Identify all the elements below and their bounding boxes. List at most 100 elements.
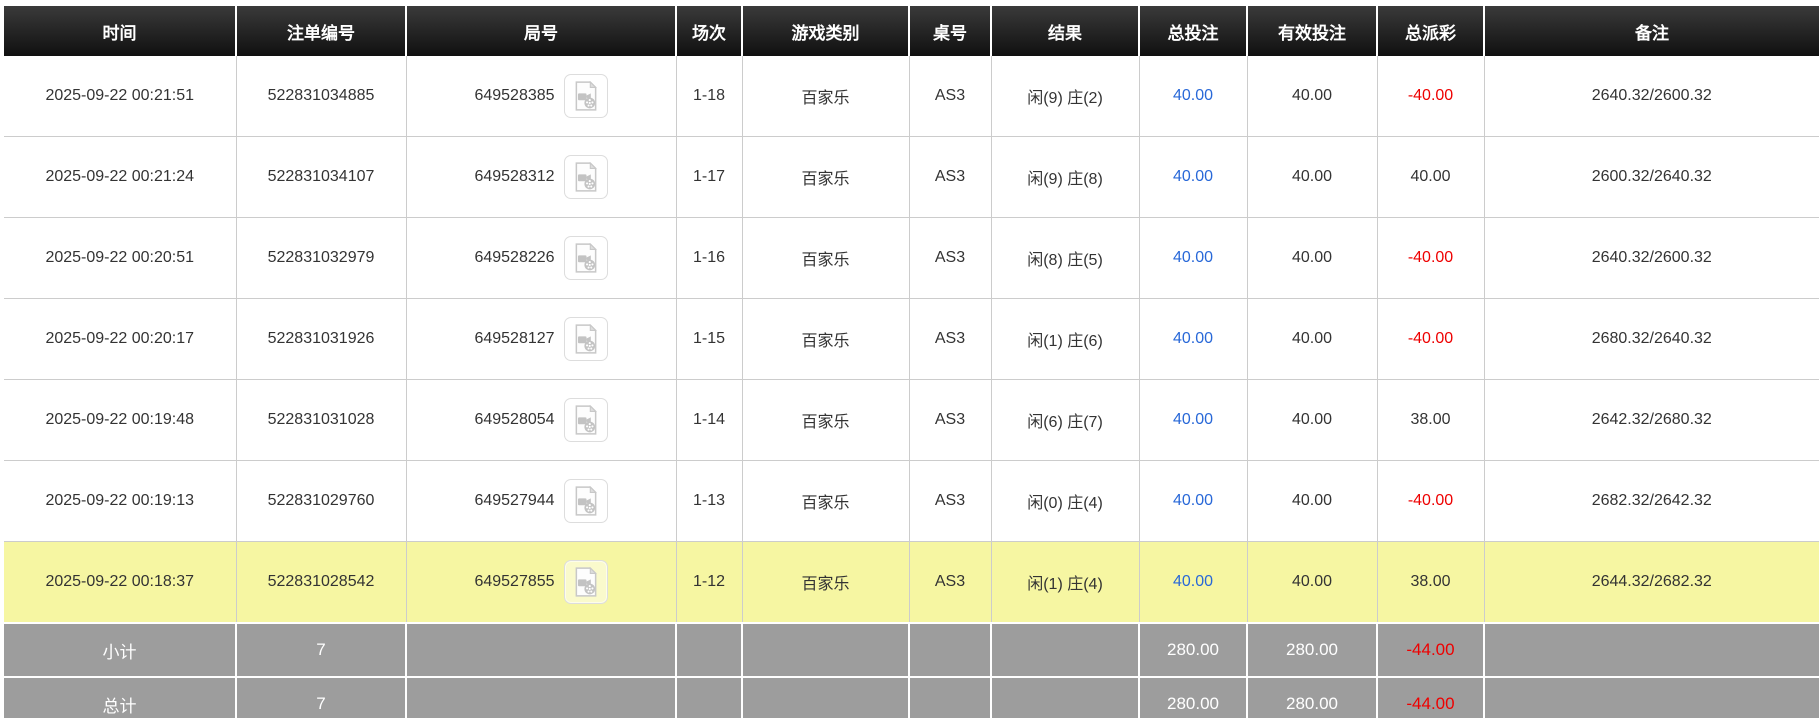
cell-remark: 2640.32/2600.32 bbox=[1484, 217, 1819, 299]
cell-remark: 2682.32/2642.32 bbox=[1484, 460, 1819, 542]
table-row[interactable]: 2025-09-22 00:20:17 522831031926 6495281… bbox=[4, 298, 1819, 380]
video-replay-button[interactable] bbox=[563, 398, 608, 442]
cell-total-bet: 40.00 bbox=[1139, 460, 1248, 542]
cell-result: 闲(1) 庄(6) bbox=[991, 298, 1140, 380]
col-header-game-type: 游戏类别 bbox=[742, 6, 910, 56]
cell-round-number: 649528312 bbox=[406, 136, 677, 218]
grand-total-empty-game-type bbox=[742, 676, 910, 718]
grand-total-empty-round bbox=[406, 676, 677, 718]
cell-bet-number: 522831031926 bbox=[236, 298, 407, 380]
cell-payout: 38.00 bbox=[1377, 541, 1485, 624]
grand-total-valid-bet: 280.00 bbox=[1247, 676, 1378, 718]
col-header-bet-number: 注单编号 bbox=[236, 6, 407, 56]
cell-remark: 2680.32/2640.32 bbox=[1484, 298, 1819, 380]
cell-total-bet: 40.00 bbox=[1139, 136, 1248, 218]
subtotal-empty-round bbox=[406, 622, 677, 677]
total-bet-link[interactable]: 40.00 bbox=[1172, 573, 1214, 590]
cell-session: 1-15 bbox=[676, 298, 743, 380]
subtotal-label: 小计 bbox=[4, 622, 237, 677]
cell-result: 闲(0) 庄(4) bbox=[991, 460, 1140, 542]
cell-table-number: AS3 bbox=[909, 541, 992, 624]
total-bet-link[interactable]: 40.00 bbox=[1172, 168, 1214, 185]
cell-game-type: 百家乐 bbox=[742, 460, 910, 542]
cell-remark: 2642.32/2680.32 bbox=[1484, 379, 1819, 461]
subtotal-payout: -44.00 bbox=[1377, 622, 1485, 677]
col-header-remark: 备注 bbox=[1484, 6, 1819, 56]
cell-valid-bet: 40.00 bbox=[1247, 136, 1378, 218]
total-bet-link[interactable]: 40.00 bbox=[1172, 249, 1214, 266]
video-replay-button[interactable] bbox=[563, 479, 608, 523]
total-bet-link[interactable]: 40.00 bbox=[1172, 87, 1214, 104]
round-number-text: 649528127 bbox=[474, 330, 555, 347]
cell-valid-bet: 40.00 bbox=[1247, 298, 1378, 380]
video-replay-button[interactable] bbox=[563, 155, 608, 199]
round-number-text: 649527944 bbox=[474, 492, 555, 509]
cell-payout: 38.00 bbox=[1377, 379, 1485, 461]
cell-session: 1-13 bbox=[676, 460, 743, 542]
cell-payout: 40.00 bbox=[1377, 136, 1485, 218]
cell-table-number: AS3 bbox=[909, 298, 992, 380]
cell-valid-bet: 40.00 bbox=[1247, 56, 1378, 137]
video-file-icon bbox=[575, 243, 597, 273]
cell-total-bet: 40.00 bbox=[1139, 541, 1248, 624]
cell-bet-number: 522831034885 bbox=[236, 56, 407, 137]
table-body: 2025-09-22 00:21:51 522831034885 6495283… bbox=[4, 56, 1819, 624]
cell-remark: 2600.32/2640.32 bbox=[1484, 136, 1819, 218]
cell-payout: -40.00 bbox=[1377, 460, 1485, 542]
table-row[interactable]: 2025-09-22 00:18:37 522831028542 6495278… bbox=[4, 541, 1819, 624]
col-header-total-bet: 总投注 bbox=[1139, 6, 1248, 56]
total-bet-link[interactable]: 40.00 bbox=[1172, 492, 1214, 509]
video-replay-button[interactable] bbox=[563, 560, 608, 604]
grand-total-total-bet: 280.00 bbox=[1139, 676, 1248, 718]
cell-game-type: 百家乐 bbox=[742, 298, 910, 380]
col-header-time: 时间 bbox=[4, 6, 237, 56]
cell-valid-bet: 40.00 bbox=[1247, 541, 1378, 624]
cell-game-type: 百家乐 bbox=[742, 541, 910, 624]
table-row[interactable]: 2025-09-22 00:21:24 522831034107 6495283… bbox=[4, 136, 1819, 218]
cell-round-number: 649527944 bbox=[406, 460, 677, 542]
round-number-text: 649528226 bbox=[474, 249, 555, 266]
grand-total-row: 总计 7 280.00 280.00 -44.00 bbox=[4, 676, 1819, 718]
subtotal-empty-result bbox=[991, 622, 1140, 677]
video-file-icon bbox=[575, 486, 597, 516]
table-header: 时间 注单编号 局号 场次 游戏类别 桌号 结果 总投注 有效投注 总派彩 备注 bbox=[4, 6, 1819, 56]
video-replay-button[interactable] bbox=[563, 236, 608, 280]
table-row[interactable]: 2025-09-22 00:21:51 522831034885 6495283… bbox=[4, 56, 1819, 137]
cell-session: 1-18 bbox=[676, 56, 743, 137]
col-header-session: 场次 bbox=[676, 6, 743, 56]
cell-game-type: 百家乐 bbox=[742, 56, 910, 137]
cell-total-bet: 40.00 bbox=[1139, 298, 1248, 380]
header-row: 时间 注单编号 局号 场次 游戏类别 桌号 结果 总投注 有效投注 总派彩 备注 bbox=[4, 6, 1819, 56]
grand-total-count: 7 bbox=[236, 676, 407, 718]
cell-total-bet: 40.00 bbox=[1139, 217, 1248, 299]
round-number-text: 649527855 bbox=[474, 573, 555, 590]
grand-total-empty-remark bbox=[1484, 676, 1819, 718]
video-file-icon bbox=[575, 324, 597, 354]
cell-table-number: AS3 bbox=[909, 460, 992, 542]
cell-result: 闲(1) 庄(4) bbox=[991, 541, 1140, 624]
cell-game-type: 百家乐 bbox=[742, 379, 910, 461]
table-row[interactable]: 2025-09-22 00:20:51 522831032979 6495282… bbox=[4, 217, 1819, 299]
cell-time: 2025-09-22 00:19:13 bbox=[4, 460, 237, 542]
cell-session: 1-14 bbox=[676, 379, 743, 461]
subtotal-count: 7 bbox=[236, 622, 407, 677]
round-number-text: 649528312 bbox=[474, 168, 555, 185]
cell-total-bet: 40.00 bbox=[1139, 56, 1248, 137]
total-bet-link[interactable]: 40.00 bbox=[1172, 411, 1214, 428]
cell-payout: -40.00 bbox=[1377, 217, 1485, 299]
cell-game-type: 百家乐 bbox=[742, 136, 910, 218]
cell-result: 闲(9) 庄(8) bbox=[991, 136, 1140, 218]
cell-session: 1-17 bbox=[676, 136, 743, 218]
total-bet-link[interactable]: 40.00 bbox=[1172, 330, 1214, 347]
round-number-text: 649528054 bbox=[474, 411, 555, 428]
table-row[interactable]: 2025-09-22 00:19:13 522831029760 6495279… bbox=[4, 460, 1819, 542]
round-number-text: 649528385 bbox=[474, 87, 555, 104]
video-file-icon bbox=[575, 81, 597, 111]
video-replay-button[interactable] bbox=[563, 74, 608, 118]
video-replay-button[interactable] bbox=[563, 317, 608, 361]
cell-table-number: AS3 bbox=[909, 56, 992, 137]
cell-payout: -40.00 bbox=[1377, 56, 1485, 137]
cell-time: 2025-09-22 00:18:37 bbox=[4, 541, 237, 624]
table-row[interactable]: 2025-09-22 00:19:48 522831031028 6495280… bbox=[4, 379, 1819, 461]
cell-bet-number: 522831028542 bbox=[236, 541, 407, 624]
